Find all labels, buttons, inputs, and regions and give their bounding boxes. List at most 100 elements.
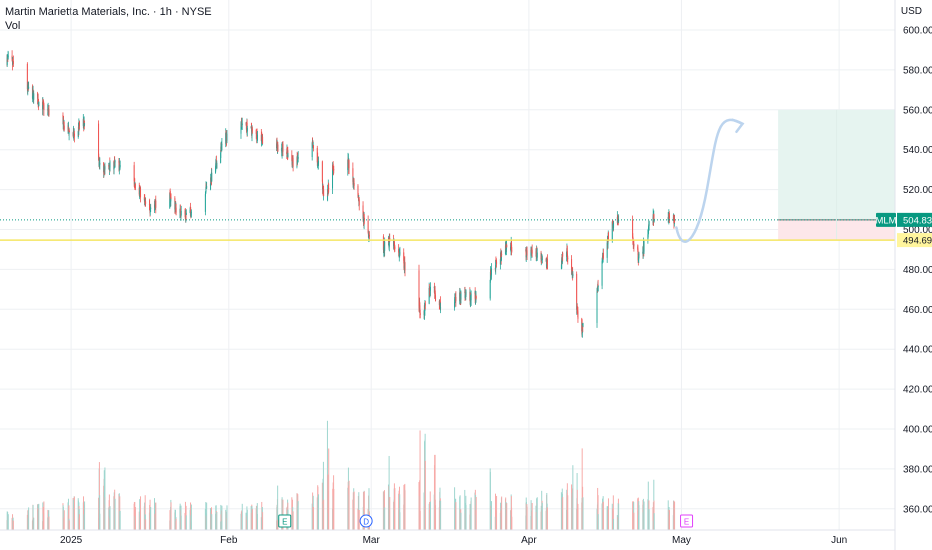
candle-body <box>581 325 583 333</box>
candle-body <box>424 307 426 315</box>
candle-body <box>63 125 65 130</box>
candle-body <box>206 185 208 189</box>
volume-bar <box>643 501 645 530</box>
event-marker-e[interactable]: E <box>680 514 694 528</box>
candle-body <box>240 123 242 127</box>
candle-body <box>12 61 14 64</box>
volume-label: Vol <box>5 20 21 32</box>
candle-body <box>98 123 100 158</box>
volume-bar <box>633 512 635 530</box>
candle-body <box>174 206 176 210</box>
volume-bar <box>399 512 401 530</box>
candle-body <box>530 249 532 256</box>
volume-bar <box>78 514 80 530</box>
volume-bar <box>388 455 390 530</box>
candle-body <box>460 292 462 300</box>
candle-body <box>613 222 615 228</box>
x-tick-label: May <box>672 535 691 546</box>
volume-bar <box>577 503 579 530</box>
event-marker-e[interactable]: E <box>278 514 292 528</box>
candle-body <box>541 258 543 260</box>
volume-bar <box>394 488 396 530</box>
volume-bar <box>211 514 213 530</box>
candle-body <box>495 259 497 270</box>
y-tick-label: 500.00 <box>903 225 932 236</box>
candle-body <box>220 153 222 163</box>
candle-body <box>261 136 263 141</box>
volume-bar <box>134 507 136 530</box>
candle-body <box>287 154 289 157</box>
y-tick-label: 520.00 <box>903 185 932 196</box>
y-tick-label: 560.00 <box>903 105 932 116</box>
volume-bar <box>99 513 101 530</box>
volume-bar <box>104 467 106 530</box>
candle-body <box>78 121 80 126</box>
candle-body <box>596 292 598 323</box>
volume-bar <box>607 498 609 530</box>
candle-body <box>506 245 508 247</box>
candle-body <box>546 258 548 269</box>
candle-body <box>525 255 527 258</box>
currency-label[interactable]: USD <box>900 6 922 17</box>
volume-bar <box>312 507 314 530</box>
volume-bar <box>226 505 228 530</box>
candle-body <box>348 160 350 169</box>
volume-bar <box>257 514 259 530</box>
candle-body <box>382 236 384 250</box>
volume-bar <box>38 503 40 530</box>
candle-body <box>353 182 355 186</box>
volume-bar <box>668 510 670 530</box>
candle-body <box>601 261 603 286</box>
candle-body <box>490 274 492 279</box>
volume-bar <box>419 430 421 530</box>
candle-body <box>155 200 157 208</box>
volume-bar <box>460 512 462 530</box>
candle-body <box>637 250 639 261</box>
volume-bar <box>399 494 401 530</box>
volume-bar <box>567 495 569 530</box>
candle-body <box>185 212 187 215</box>
earnings-marker-icon <box>278 514 292 528</box>
candle-body <box>531 249 533 254</box>
volume-bar <box>562 497 564 530</box>
candle-body <box>673 215 675 220</box>
volume-bar <box>368 488 370 530</box>
candle-body <box>332 165 334 189</box>
volume-bar <box>526 506 528 530</box>
volume-bar <box>506 503 508 530</box>
volume-bar <box>440 500 442 530</box>
event-marker-d[interactable]: D <box>359 514 373 528</box>
volume-bar <box>419 511 421 530</box>
candle-body <box>311 142 313 158</box>
last-price-tag-text: 504.83 <box>903 215 932 226</box>
candle-body <box>489 279 491 299</box>
candle-body <box>297 158 299 163</box>
volume-bar <box>170 502 172 530</box>
volume-bar <box>465 504 467 530</box>
long-position-tool[interactable] <box>778 109 896 241</box>
volume-bar <box>262 512 264 530</box>
volume-bar <box>190 504 192 530</box>
volume-bar <box>363 491 365 530</box>
candle-body <box>104 166 106 170</box>
volume-bar <box>216 511 218 530</box>
candle-body <box>526 250 528 256</box>
candle-body <box>179 208 181 215</box>
candle-body <box>393 241 395 247</box>
candle-body <box>323 189 325 197</box>
candle-body <box>428 287 430 290</box>
volume-bar <box>145 519 147 530</box>
volume-bar <box>612 495 614 530</box>
forecast-arrow[interactable] <box>675 118 745 243</box>
volume-bar <box>653 513 655 530</box>
volume-bar <box>43 501 45 530</box>
candle-body <box>251 129 253 131</box>
candle-body <box>190 211 192 213</box>
volume-bar <box>48 516 50 530</box>
volume-bar <box>348 480 350 530</box>
candle-body <box>83 122 85 129</box>
candle-body <box>424 303 426 305</box>
